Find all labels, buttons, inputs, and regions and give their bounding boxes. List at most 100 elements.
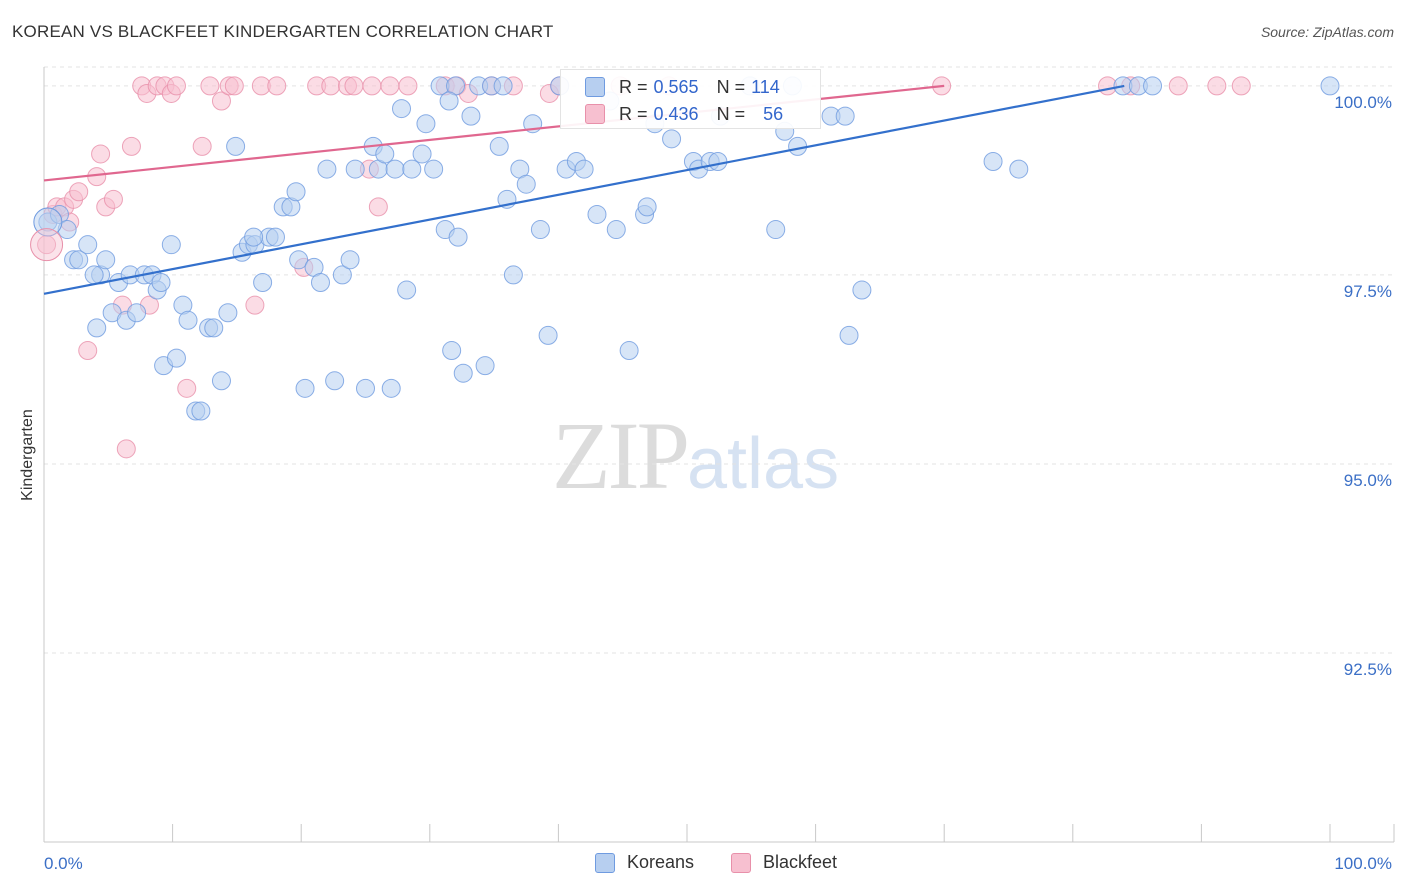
y-tick-label: 100.0% bbox=[1334, 93, 1392, 112]
y-tick-label: 92.5% bbox=[1344, 660, 1392, 679]
legend-r-value-blackfeet: 0.436 bbox=[653, 103, 699, 124]
korean-point bbox=[619, 341, 639, 361]
korean-point bbox=[439, 91, 459, 111]
blackfeet-point bbox=[30, 228, 64, 262]
blackfeet-point bbox=[245, 295, 265, 315]
points-layer bbox=[30, 76, 1340, 459]
blackfeet-point bbox=[1231, 76, 1251, 96]
korean-point bbox=[166, 348, 186, 368]
korean-point bbox=[788, 136, 808, 156]
korean-point bbox=[530, 220, 550, 240]
korean-point bbox=[606, 220, 626, 240]
korean-point bbox=[1143, 76, 1163, 96]
blackfeet-point bbox=[1168, 76, 1188, 96]
korean-point bbox=[385, 159, 405, 179]
korean-point bbox=[835, 106, 855, 126]
blackfeet-point bbox=[344, 76, 364, 96]
korean-point bbox=[356, 378, 375, 398]
korean-point bbox=[381, 378, 401, 398]
korean-point bbox=[1009, 159, 1029, 179]
korean-point bbox=[33, 207, 63, 237]
legend-row-koreans: R = 0.565 N = 114 bbox=[585, 75, 780, 99]
korean-point bbox=[983, 152, 1003, 172]
blackfeet-point bbox=[368, 197, 388, 217]
korean-point bbox=[178, 310, 198, 330]
korean-point bbox=[397, 280, 417, 300]
korean-point bbox=[191, 401, 211, 421]
blackfeet-point bbox=[177, 378, 197, 398]
korean-point bbox=[839, 325, 859, 345]
korean-point bbox=[78, 235, 98, 255]
korean-point bbox=[489, 136, 509, 156]
korean-trendline bbox=[43, 84, 1125, 295]
korean-point bbox=[448, 227, 468, 247]
blackfeet-point bbox=[1207, 76, 1227, 96]
korean-point bbox=[332, 265, 352, 285]
x-tick-label-min: 0.0% bbox=[44, 854, 83, 873]
blackfeet-point bbox=[398, 76, 418, 96]
korean-point bbox=[453, 363, 473, 383]
korean-point bbox=[127, 303, 147, 323]
korean-point bbox=[574, 159, 594, 179]
korean-point bbox=[265, 227, 285, 247]
legend-r-value-koreans: 0.565 bbox=[653, 76, 699, 97]
series-label-blackfeet: Blackfeet bbox=[763, 852, 838, 872]
blackfeet-point bbox=[69, 182, 89, 202]
watermark-zip: ZIP bbox=[552, 402, 690, 509]
series-swatch-blackfeet bbox=[731, 852, 751, 873]
korean-point bbox=[503, 265, 523, 285]
korean-point bbox=[340, 250, 360, 270]
korean-point bbox=[516, 174, 536, 194]
series-label-koreans: Koreans bbox=[627, 852, 695, 872]
series-legend: Koreans Blackfeet bbox=[0, 852, 1406, 876]
korean-point bbox=[161, 235, 181, 255]
korean-point bbox=[84, 265, 104, 285]
korean-point bbox=[852, 280, 872, 300]
korean-point bbox=[96, 250, 116, 270]
legend-n-value-koreans: 114 bbox=[751, 76, 780, 97]
legend-swatch-koreans bbox=[585, 77, 605, 97]
korean-point bbox=[226, 136, 246, 156]
korean-point bbox=[317, 159, 337, 179]
korean-point bbox=[1320, 76, 1340, 96]
blackfeet-point bbox=[362, 76, 382, 96]
blackfeet-point bbox=[166, 76, 186, 96]
blackfeet-point bbox=[121, 136, 141, 156]
korean-point bbox=[402, 159, 422, 179]
x-tick-label-max: 100.0% bbox=[1334, 854, 1392, 873]
korean-point bbox=[461, 106, 481, 126]
korean-point bbox=[87, 318, 107, 338]
korean-point bbox=[325, 371, 345, 391]
legend-n-value-blackfeet: 56 bbox=[763, 103, 784, 124]
korean-point bbox=[392, 99, 412, 119]
series-legend-blackfeet[interactable]: Blackfeet bbox=[731, 852, 837, 873]
korean-point bbox=[375, 144, 395, 164]
blackfeet-point bbox=[192, 136, 212, 156]
korean-point bbox=[662, 129, 682, 149]
korean-point bbox=[637, 197, 657, 217]
legend-row-blackfeet: R = 0.436 N = 56 bbox=[585, 102, 783, 126]
correlation-legend: R = 0.565 N = 114 R = 0.436 N = 56 bbox=[560, 69, 821, 129]
blackfeet-point bbox=[116, 439, 136, 459]
korean-point bbox=[253, 272, 273, 292]
korean-point bbox=[310, 272, 330, 292]
blackfeet-point bbox=[321, 76, 341, 96]
korean-point bbox=[475, 356, 495, 376]
korean-point bbox=[218, 303, 238, 323]
blackfeet-point bbox=[103, 189, 123, 209]
korean-point bbox=[244, 227, 264, 247]
korean-point bbox=[587, 204, 607, 224]
korean-point bbox=[289, 250, 309, 270]
legend-swatch-blackfeet bbox=[585, 104, 605, 124]
korean-point bbox=[151, 272, 171, 292]
legend-n-label: N = bbox=[716, 103, 746, 124]
legend-n-label: N = bbox=[716, 76, 746, 97]
series-legend-koreans[interactable]: Koreans bbox=[595, 852, 694, 873]
blackfeet-point bbox=[224, 76, 244, 96]
blackfeet-point bbox=[211, 91, 231, 111]
y-tick-label: 95.0% bbox=[1344, 471, 1392, 490]
blackfeet-point bbox=[380, 76, 400, 96]
korean-point bbox=[424, 159, 444, 179]
korean-point bbox=[345, 159, 365, 179]
